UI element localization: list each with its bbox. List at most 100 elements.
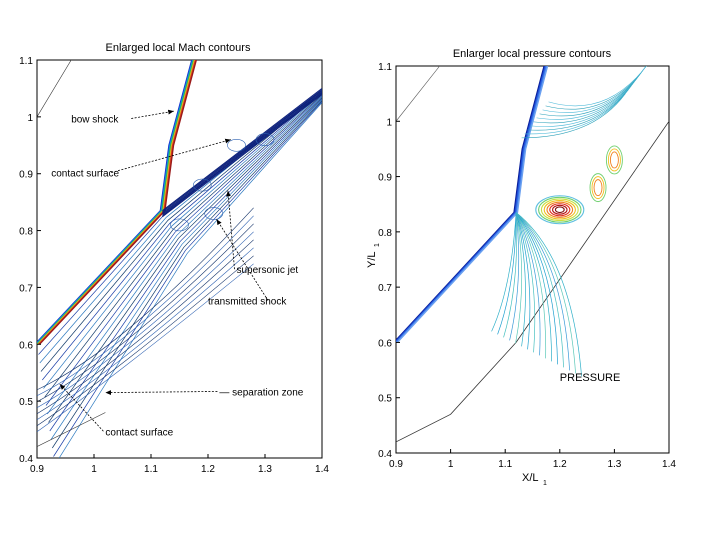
pressure-y-tick-label: 1 [386,117,392,128]
pressure-y-tick-label: 0.5 [378,394,392,405]
pressure-peak-contour [543,199,576,220]
mach-y-tick-label: 0.7 [19,283,33,294]
mach-annotation-label: bow shock [71,115,119,126]
mach-eddy-contour [204,207,223,220]
mach-contour-line [43,93,322,389]
pressure-contour-panel: Enlarger local pressure contours PRESSUR… [366,48,676,487]
pressure-contour-line [521,93,626,139]
pressure-contour-line [515,212,536,353]
pressure-peak-contour [540,198,579,222]
pressure-wall-line [396,121,669,443]
pressure-y-tick-label: 0.4 [378,449,392,460]
pressure-contour-line [524,89,629,135]
pressure-contour-line [515,212,526,347]
pressure-contour-line [515,212,558,365]
pressure-contour-line [515,212,570,371]
mach-annotation-label: supersonic jet [237,265,299,276]
mach-contour-line [37,231,254,409]
mach-chart-title: Enlarged local Mach contours [106,42,251,54]
mach-contour-line [37,215,254,397]
mach-contour-line [37,263,254,433]
pressure-y-tick-label: 1.1 [378,62,392,73]
pressure-bow-shock-contour [396,66,547,343]
pressure-contour-line [491,212,517,332]
pressure-x-tick-label: 1.4 [662,459,676,470]
pressure-peak-contour [552,204,568,215]
mach-annotation-arrow [59,383,104,432]
mach-annotations: bow shock contact surface supersonic jet tr… [51,109,304,438]
mach-jet-contour [162,94,322,218]
mach-contour-line [52,100,322,449]
pressure-y-axis-label-sub: 1 [374,243,381,247]
mach-contour-line [37,255,254,427]
pressure-contour-line [515,212,552,362]
pressure-contour-line [515,212,547,359]
mach-annotation-arrow [131,109,174,119]
mach-axes: 0.9 1 1.1 1.2 1.3 1.4 0.4 0.5 0.6 0.7 0.8 0.9 1 1.1 [19,56,329,475]
pressure-contour-line [515,212,576,374]
pressure-annotations: PRESSURE [560,372,621,384]
mach-x-tick-label: 1.4 [315,464,329,475]
pressure-wall-contour [591,176,605,200]
pressure-contour-line [515,212,531,350]
mach-contour-line [42,92,322,381]
pressure-peak-contour [535,195,585,225]
mach-contour-line [37,60,72,118]
pressure-x-tick-label: 1.1 [498,459,512,470]
mach-y-tick-label: 0.6 [19,340,33,351]
pressure-contour-line [548,66,647,107]
pressure-x-axis-label: X/L 1 [522,472,547,487]
pressure-contour-line [515,212,564,368]
mach-x-tick-label: 1.2 [201,464,215,475]
mach-bow-shock-contour [38,60,197,345]
pressure-x-tick-label: 1.2 [553,459,567,470]
mach-jet-contour [162,88,322,212]
pressure-contours [396,66,669,443]
mach-jet-contour [162,91,322,215]
pressure-bow-shock-contour [396,66,548,343]
mach-x-tick-label: 1 [91,464,97,475]
mach-y-tick-label: 0.4 [19,454,33,465]
pressure-bow-shock-contour [396,66,549,343]
pressure-y-tick-label: 0.9 [378,173,392,184]
pressure-contour-line [515,212,541,356]
pressure-peak-contour [549,203,571,217]
pressure-y-axis-label-main: Y/L [366,251,378,268]
pressure-contour-line [396,66,440,122]
mach-y-tick-label: 1.1 [19,56,33,67]
pressure-contour-line [515,212,582,377]
mach-x-tick-label: 1.3 [258,464,272,475]
mach-contour-line [37,207,254,391]
mach-y-tick-label: 0.5 [19,397,33,408]
mach-annotation-arrow [226,190,235,270]
mach-contour-line [37,247,254,421]
pressure-y-tick-label: 0.6 [378,338,392,349]
mach-contour-line [37,412,106,447]
pressure-y-tick-label: 0.8 [378,228,392,239]
pressure-peak-contour [546,201,574,218]
mach-annotation-label: contact surface [105,427,173,438]
mach-contour-line [37,223,254,403]
pressure-wall-contour [609,151,619,169]
mach-x-tick-label: 0.9 [30,464,44,475]
pressure-contour-line [497,212,517,335]
mach-contour-line [49,98,322,432]
pressure-contour-line [509,212,520,341]
pressure-chart-title: Enlarger local pressure contours [453,48,612,60]
mach-annotation-label: contact surface [51,169,119,180]
mach-annotation-label: transmitted shock [208,296,287,307]
mach-contour-line [58,102,322,458]
pressure-wall-contour [589,173,607,203]
mach-contour-line [45,95,322,406]
pressure-wall-contour [605,145,623,175]
pressure-annotation-label: PRESSURE [560,372,621,384]
mach-annotation-arrow [105,390,218,395]
mach-jet-contour [162,89,322,213]
mach-contour-panel: Enlarged local Mach contours bow shock co… [19,42,329,475]
mach-contour-line [48,97,322,423]
pressure-contour-line [527,85,632,131]
pressure-y-axis-label: Y/L 1 [366,243,381,268]
mach-annotation-label: — separation zone [219,387,303,398]
mach-contour-line [40,91,322,372]
